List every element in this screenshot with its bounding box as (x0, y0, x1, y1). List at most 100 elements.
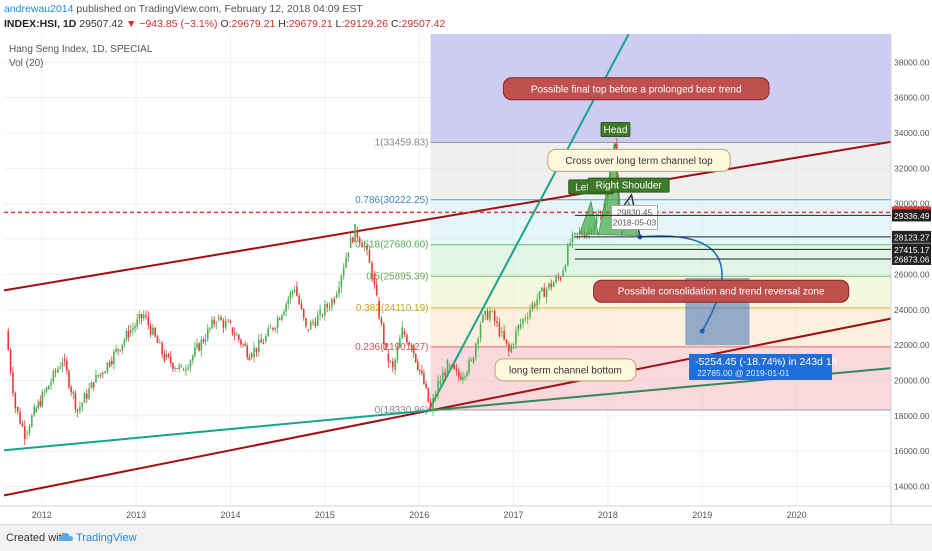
fib-level-label: 0.786(30222.25) (355, 195, 428, 206)
candle-body (446, 360, 449, 376)
candle-body (555, 277, 557, 283)
candle-body (198, 343, 200, 351)
price-tag-box (892, 209, 931, 222)
right-shoulder-label: Right Shoulder (596, 181, 663, 192)
candle-body (585, 232, 588, 237)
channel-bottom-note: long term channel bottom (509, 365, 622, 376)
candle-body (92, 382, 95, 388)
candle-body (470, 359, 472, 361)
candle-body (121, 344, 124, 351)
high-value: 29679.21 (288, 18, 333, 30)
candle-body (441, 372, 444, 381)
candle-body (182, 369, 185, 371)
candle-body (39, 401, 42, 407)
candle-body (99, 373, 102, 377)
candle-body (72, 392, 75, 393)
candle-body (361, 242, 363, 248)
candle-body (287, 299, 290, 304)
candle-body (119, 350, 121, 352)
y-tick-label: 18000.00 (894, 411, 930, 421)
candle-body (283, 311, 285, 316)
candle-body (416, 362, 419, 370)
candle-body (448, 364, 451, 367)
candle-body (156, 336, 159, 344)
price-tag-label: 27415.17 (894, 245, 930, 255)
candle-body (233, 333, 236, 336)
fib-level-label: 0.382(24110.19) (356, 303, 429, 314)
candle-body (260, 339, 262, 343)
head-label: Head (604, 125, 628, 136)
candle-body (140, 314, 143, 319)
candle-body (240, 339, 242, 345)
candle-body (159, 342, 161, 344)
candle-body (533, 304, 536, 306)
candle-body (298, 295, 300, 304)
candle-body (510, 345, 512, 353)
candle-body (493, 311, 496, 322)
candle-body (396, 347, 399, 360)
candle-body (548, 283, 550, 289)
candle-body (316, 314, 319, 326)
consolidation-note: Possible consolidation and trend reversa… (618, 287, 825, 298)
candle-body (569, 242, 571, 246)
candle-body (387, 353, 390, 362)
candle-body (23, 426, 26, 440)
candle-body (202, 339, 205, 342)
candle-body (19, 411, 21, 424)
candle-body (189, 360, 192, 368)
candle-body (129, 330, 132, 333)
candle-body (389, 361, 392, 363)
candle-body (204, 339, 207, 342)
candle-body (165, 354, 168, 358)
candle-body (373, 274, 376, 285)
candle-body (16, 407, 19, 412)
candle-body (123, 339, 126, 345)
candle-body (444, 372, 446, 376)
tradingview-brand[interactable]: TradingView (76, 532, 137, 544)
candle-body (172, 363, 174, 369)
candle-body (455, 368, 458, 371)
candle-body (7, 330, 10, 351)
final-top-note-box (502, 77, 770, 101)
candle-body (229, 321, 232, 323)
y-tick-label: 14000.00 (894, 482, 930, 492)
close-label: C: (391, 18, 402, 30)
candle-body (419, 369, 421, 371)
candle-body (281, 315, 283, 320)
candle-body (567, 245, 569, 266)
candle-body (200, 339, 203, 351)
candle-body (187, 367, 189, 369)
candle-body (47, 385, 50, 390)
candle-body (477, 338, 479, 344)
candle-body (61, 362, 64, 367)
low-label: L: (335, 18, 345, 30)
candle-body (401, 327, 404, 339)
author-link[interactable]: andrewau2014 (4, 3, 74, 15)
candle-body (296, 286, 298, 296)
chart-title: Hang Seng Index, 1D, SPECIAL (9, 44, 153, 55)
candle-body (43, 391, 46, 393)
candle-body (31, 415, 33, 427)
candle-body (489, 310, 491, 320)
right-shoulder-label-box (587, 177, 670, 193)
candle-body (113, 351, 115, 364)
candle-body (574, 233, 576, 235)
created-with-text: Created with (6, 532, 68, 544)
price-tag-box (892, 243, 931, 256)
candle-body (206, 328, 209, 340)
candle-body (81, 402, 83, 408)
candle-body (429, 401, 432, 409)
candle-body (262, 342, 265, 344)
candle-body (209, 327, 211, 329)
price-chart[interactable]: 0(18330.96) 0.236(21901.27) 0.382(24110.19… (0, 0, 932, 524)
candle-body (215, 323, 218, 325)
candle-body (524, 318, 527, 320)
candle-body (227, 321, 229, 323)
candle-body (265, 336, 267, 342)
candle-body (95, 375, 97, 383)
candle-body (371, 262, 373, 279)
candle-body (425, 384, 427, 388)
candle-body (541, 287, 543, 292)
fib-level-label: 0.236(21901.27) (355, 342, 428, 353)
candle-body (127, 330, 130, 338)
